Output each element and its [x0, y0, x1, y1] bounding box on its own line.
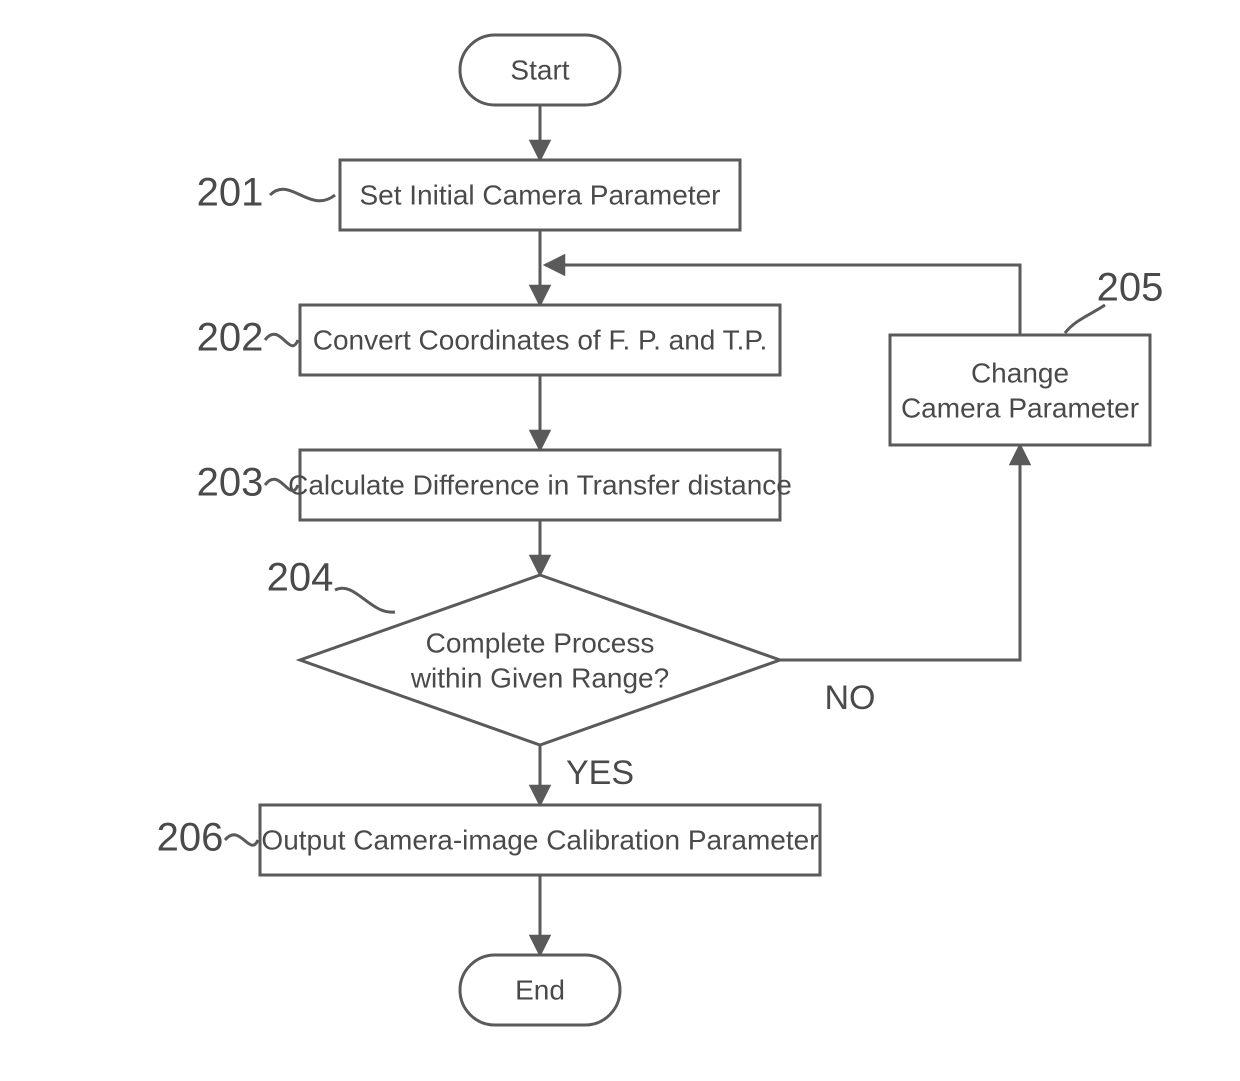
- node-s205: Change Camera Parameter: [890, 335, 1150, 445]
- node-s202-label: Convert Coordinates of F. P. and T.P.: [313, 324, 768, 355]
- node-s203-label: Calculate Difference in Transfer distanc…: [288, 469, 792, 500]
- ref-206: 206: [157, 816, 224, 860]
- edge-label-no: NO: [825, 679, 876, 717]
- flowchart-canvas: YES NO Start Set Initial Camera Paramete…: [0, 0, 1240, 1081]
- edge-label-yes: YES: [566, 754, 634, 792]
- ref-202: 202: [197, 316, 264, 360]
- squiggle-202: [265, 334, 298, 346]
- ref-203: 203: [197, 461, 264, 505]
- node-end-label: End: [515, 974, 565, 1005]
- node-s205-label2: Camera Parameter: [901, 392, 1139, 423]
- node-s206-label: Output Camera-image Calibration Paramete…: [261, 824, 818, 855]
- node-s204-label2: within Given Range?: [410, 662, 669, 693]
- node-s204-label1: Complete Process: [426, 627, 655, 658]
- node-s203: Calculate Difference in Transfer distanc…: [288, 450, 792, 520]
- ref-204: 204: [267, 556, 334, 600]
- ref-205: 205: [1097, 266, 1164, 310]
- ref-201: 201: [197, 171, 264, 215]
- node-s202: Convert Coordinates of F. P. and T.P.: [300, 305, 780, 375]
- node-s201-label: Set Initial Camera Parameter: [359, 179, 720, 210]
- node-s201: Set Initial Camera Parameter: [340, 160, 740, 230]
- node-start: Start: [460, 35, 620, 105]
- node-start-label: Start: [510, 54, 569, 85]
- squiggle-206: [225, 835, 258, 845]
- edge-s204-s205: [780, 445, 1020, 660]
- squiggle-205: [1065, 305, 1105, 333]
- squiggle-204: [335, 588, 395, 612]
- node-s205-label1: Change: [971, 357, 1069, 388]
- squiggle-201: [270, 189, 335, 201]
- node-s204: Complete Process within Given Range?: [300, 575, 780, 745]
- nodes: Start Set Initial Camera Parameter Conve…: [260, 35, 1150, 1025]
- node-s206: Output Camera-image Calibration Paramete…: [260, 805, 820, 875]
- node-end: End: [460, 955, 620, 1025]
